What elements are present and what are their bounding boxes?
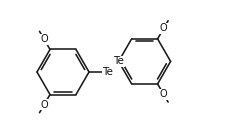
Text: O: O (40, 34, 48, 44)
Text: O: O (40, 100, 48, 110)
Text: O: O (159, 89, 167, 99)
Text: O: O (159, 23, 167, 33)
Text: Te: Te (102, 67, 113, 77)
Text: Te: Te (113, 56, 123, 66)
